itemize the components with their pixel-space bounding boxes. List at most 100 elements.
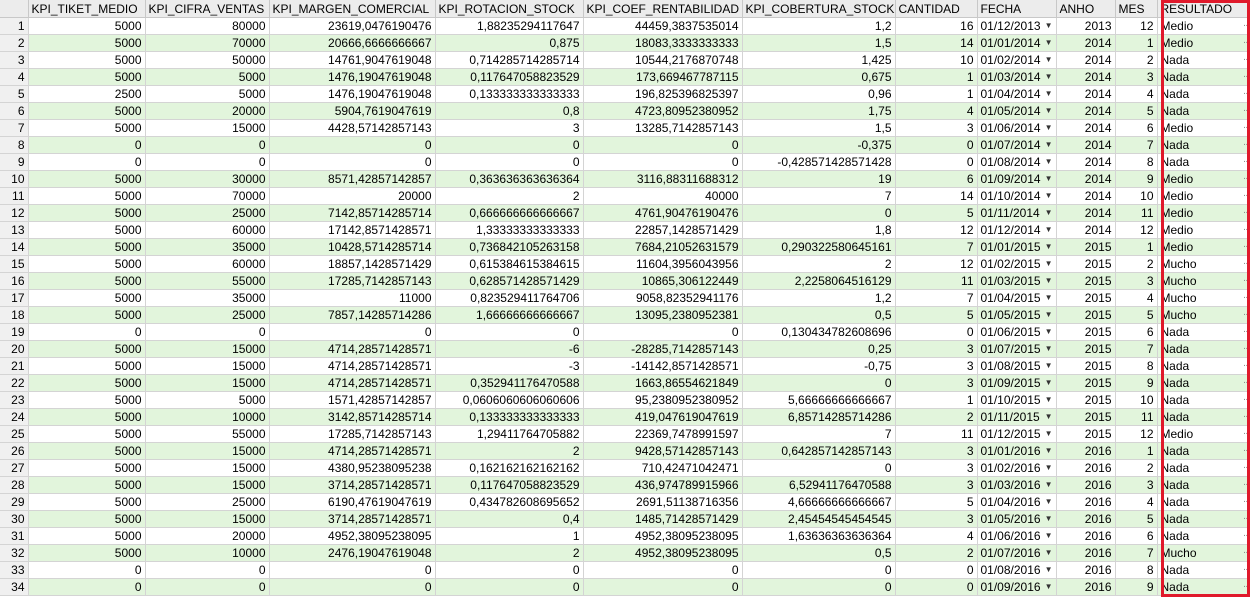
cell-kpi-rotacion-stock[interactable]: 0,615384615384615 [435, 255, 584, 273]
cell-resultado[interactable]: Nada ·· [1157, 340, 1250, 358]
cell-kpi-cifra-ventas[interactable]: 35000 [145, 238, 270, 256]
column-header-mes[interactable]: MES [1115, 0, 1158, 18]
cell-kpi-margen-comercial[interactable]: 4714,28571428571 [269, 374, 436, 392]
cell-ellipsis-icon[interactable]: ·· [1242, 547, 1249, 558]
cell-resultado[interactable]: Nada ·· [1157, 476, 1250, 494]
cell-cantidad[interactable]: 5 [895, 306, 978, 324]
cell-ellipsis-icon[interactable]: ·· [1242, 394, 1249, 405]
cell-kpi-cobertura-stock[interactable]: 1,75 [742, 102, 896, 120]
cell-fecha[interactable]: 01/08/2015 ▼ [977, 357, 1057, 375]
cell-mes[interactable]: 12 [1115, 17, 1158, 35]
cell-anho[interactable]: 2015 [1056, 408, 1116, 426]
cell-kpi-rotacion-stock[interactable]: 0,628571428571429 [435, 272, 584, 290]
cell-cantidad[interactable]: 11 [895, 272, 978, 290]
cell-kpi-cifra-ventas[interactable]: 20000 [145, 527, 270, 545]
row-number[interactable]: 29 [0, 493, 29, 511]
table-row[interactable]: 19 0 0 0 0 0 0,130434782608696 0 01/06/2015 ▼ 2015… [0, 323, 1250, 341]
cell-resultado[interactable]: Medio ·· [1157, 221, 1250, 239]
cell-mes[interactable]: 8 [1115, 357, 1158, 375]
cell-kpi-rotacion-stock[interactable]: 0,666666666666667 [435, 204, 584, 222]
row-number[interactable]: 14 [0, 238, 29, 256]
cell-kpi-rotacion-stock[interactable]: -3 [435, 357, 584, 375]
cell-kpi-margen-comercial[interactable]: 3142,85714285714 [269, 408, 436, 426]
cell-kpi-rotacion-stock[interactable]: 2 [435, 187, 584, 205]
cell-kpi-cifra-ventas[interactable]: 25000 [145, 306, 270, 324]
table-row[interactable]: 2 5000 70000 20666,6666666667 0,875 18083,333… [0, 34, 1250, 52]
cell-kpi-margen-comercial[interactable]: 4428,57142857143 [269, 119, 436, 137]
cell-mes[interactable]: 9 [1115, 170, 1158, 188]
cell-kpi-cobertura-stock[interactable]: 6,52941176470588 [742, 476, 896, 494]
cell-kpi-rotacion-stock[interactable]: 0,162162162162162 [435, 459, 584, 477]
cell-kpi-tiket-medio[interactable]: 5000 [28, 340, 146, 358]
cell-mes[interactable]: 7 [1115, 340, 1158, 358]
cell-kpi-cifra-ventas[interactable]: 15000 [145, 119, 270, 137]
cell-fecha[interactable]: 01/09/2015 ▼ [977, 374, 1057, 392]
cell-kpi-coef-rentabilidad[interactable]: 196,825396825397 [583, 85, 743, 103]
cell-anho[interactable]: 2014 [1056, 153, 1116, 171]
cell-kpi-rotacion-stock[interactable]: 0,117647058823529 [435, 476, 584, 494]
cell-kpi-tiket-medio[interactable]: 5000 [28, 221, 146, 239]
cell-cantidad[interactable]: 3 [895, 510, 978, 528]
cell-kpi-cifra-ventas[interactable]: 70000 [145, 34, 270, 52]
cell-kpi-cifra-ventas[interactable]: 35000 [145, 289, 270, 307]
cell-anho[interactable]: 2016 [1056, 578, 1116, 596]
row-number[interactable]: 19 [0, 323, 29, 341]
cell-cantidad[interactable]: 7 [895, 238, 978, 256]
cell-resultado[interactable]: Nada ·· [1157, 323, 1250, 341]
date-dropdown-icon[interactable]: ▼ [1044, 123, 1053, 132]
cell-kpi-cifra-ventas[interactable]: 50000 [145, 51, 270, 69]
date-dropdown-icon[interactable]: ▼ [1044, 429, 1053, 438]
column-header-cantidad[interactable]: CANTIDAD [895, 0, 978, 18]
cell-mes[interactable]: 1 [1115, 34, 1158, 52]
cell-kpi-coef-rentabilidad[interactable]: 13095,2380952381 [583, 306, 743, 324]
cell-kpi-cifra-ventas[interactable]: 0 [145, 561, 270, 579]
cell-ellipsis-icon[interactable]: ·· [1242, 411, 1249, 422]
cell-kpi-rotacion-stock[interactable]: 0 [435, 561, 584, 579]
cell-cantidad[interactable]: 4 [895, 102, 978, 120]
cell-anho[interactable]: 2015 [1056, 374, 1116, 392]
cell-cantidad[interactable]: 1 [895, 68, 978, 86]
cell-resultado[interactable]: Nada ·· [1157, 459, 1250, 477]
cell-kpi-rotacion-stock[interactable]: 0,117647058823529 [435, 68, 584, 86]
cell-kpi-coef-rentabilidad[interactable]: 13285,7142857143 [583, 119, 743, 137]
cell-cantidad[interactable]: 12 [895, 221, 978, 239]
cell-kpi-coef-rentabilidad[interactable]: 173,669467787115 [583, 68, 743, 86]
row-number[interactable]: 8 [0, 136, 29, 154]
table-row[interactable]: 7 5000 15000 4428,57142857143 3 13285,7142857… [0, 119, 1250, 137]
cell-mes[interactable]: 10 [1115, 187, 1158, 205]
cell-kpi-margen-comercial[interactable]: 14761,9047619048 [269, 51, 436, 69]
row-number[interactable]: 2 [0, 34, 29, 52]
cell-anho[interactable]: 2013 [1056, 17, 1116, 35]
cell-cantidad[interactable]: 3 [895, 119, 978, 137]
cell-cantidad[interactable]: 12 [895, 255, 978, 273]
cell-kpi-cobertura-stock[interactable]: 0,130434782608696 [742, 323, 896, 341]
cell-kpi-cifra-ventas[interactable]: 15000 [145, 442, 270, 460]
cell-cantidad[interactable]: 5 [895, 493, 978, 511]
cell-cantidad[interactable]: 3 [895, 357, 978, 375]
cell-anho[interactable]: 2016 [1056, 493, 1116, 511]
cell-kpi-cobertura-stock[interactable]: 0,642857142857143 [742, 442, 896, 460]
date-dropdown-icon[interactable]: ▼ [1044, 463, 1053, 472]
date-dropdown-icon[interactable]: ▼ [1044, 395, 1053, 404]
cell-kpi-rotacion-stock[interactable]: 0,352941176470588 [435, 374, 584, 392]
cell-anho[interactable]: 2014 [1056, 85, 1116, 103]
row-number[interactable]: 33 [0, 561, 29, 579]
table-row[interactable]: 6 5000 20000 5904,7619047619 0,8 4723,8095238… [0, 102, 1250, 120]
cell-ellipsis-icon[interactable]: ·· [1242, 88, 1249, 99]
cell-kpi-margen-comercial[interactable]: 20000 [269, 187, 436, 205]
cell-cantidad[interactable]: 3 [895, 459, 978, 477]
cell-cantidad[interactable]: 1 [895, 391, 978, 409]
cell-resultado[interactable]: Nada ·· [1157, 153, 1250, 171]
cell-mes[interactable]: 4 [1115, 289, 1158, 307]
cell-kpi-coef-rentabilidad[interactable]: 22369,7478991597 [583, 425, 743, 443]
date-dropdown-icon[interactable]: ▼ [1044, 259, 1053, 268]
cell-kpi-rotacion-stock[interactable]: 1,29411764705882 [435, 425, 584, 443]
cell-anho[interactable]: 2014 [1056, 51, 1116, 69]
cell-fecha[interactable]: 01/10/2015 ▼ [977, 391, 1057, 409]
cell-kpi-margen-comercial[interactable]: 4714,28571428571 [269, 357, 436, 375]
cell-ellipsis-icon[interactable]: ·· [1242, 54, 1249, 65]
cell-kpi-tiket-medio[interactable]: 5000 [28, 289, 146, 307]
cell-ellipsis-icon[interactable]: ·· [1242, 105, 1249, 116]
cell-kpi-cobertura-stock[interactable]: 0 [742, 374, 896, 392]
cell-kpi-margen-comercial[interactable]: 10428,5714285714 [269, 238, 436, 256]
